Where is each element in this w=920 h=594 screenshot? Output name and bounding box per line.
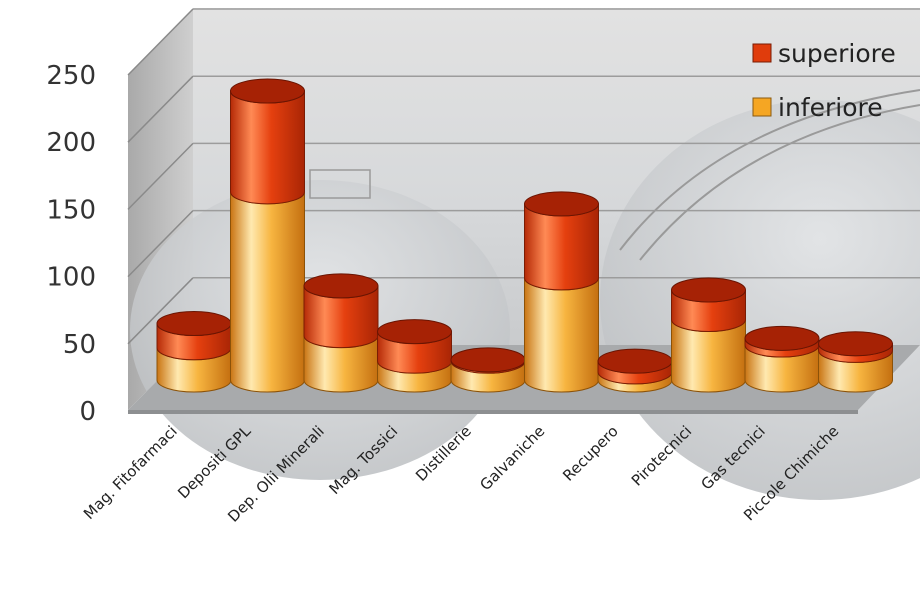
bar-segment-inferiore xyxy=(671,319,746,393)
gridline-side xyxy=(127,8,194,76)
bar-segment-superiore xyxy=(230,90,305,205)
bar-top-cap xyxy=(450,347,526,373)
bar-group xyxy=(450,347,526,393)
legend-swatch-inferiore xyxy=(752,97,772,117)
bar-group xyxy=(524,191,599,393)
legend-swatch-superiore xyxy=(752,43,772,63)
legend-label-inferiore: inferiore xyxy=(778,93,883,122)
bar-group xyxy=(671,277,746,393)
gridline-side xyxy=(127,277,194,345)
bar-group xyxy=(156,311,232,393)
bar-segment-inferiore xyxy=(230,191,305,393)
y-tick-label: 0 xyxy=(79,397,96,427)
bar-top-cap xyxy=(303,273,379,299)
bar-segment-inferiore xyxy=(156,347,232,393)
y-tick-label: 50 xyxy=(63,330,96,360)
bar-top-cap xyxy=(156,311,232,337)
x-tick-label: Galvaniche xyxy=(476,422,548,494)
bar-top-cap xyxy=(597,348,673,374)
y-tick-label: 200 xyxy=(46,128,96,158)
bar-group xyxy=(597,348,673,393)
bar-segment-superiore xyxy=(524,203,599,291)
gridline-side xyxy=(127,142,194,210)
bar-group xyxy=(303,273,379,393)
bar-top-cap xyxy=(744,325,820,351)
bars xyxy=(156,78,893,393)
y-tick-label: 100 xyxy=(46,263,96,293)
bar-top-cap xyxy=(377,319,452,345)
bar-top-cap xyxy=(230,78,305,104)
bar-group xyxy=(818,331,893,393)
floor-front-edge xyxy=(128,410,858,414)
bar-top-cap xyxy=(524,191,599,217)
gridline-side xyxy=(127,75,194,143)
bar-segment-inferiore xyxy=(303,335,379,393)
bar-segment-inferiore xyxy=(524,277,599,393)
bar-group xyxy=(377,319,452,393)
y-axis: 0 50 100 150 200 250 xyxy=(46,61,96,427)
bar-segment-superiore xyxy=(303,285,379,349)
y-tick-label: 250 xyxy=(46,61,96,91)
legend-label-superiore: superiore xyxy=(778,39,896,68)
y-tick-label: 150 xyxy=(46,195,96,225)
bar-top-cap xyxy=(671,277,746,303)
bar-top-cap xyxy=(818,331,893,357)
bar-group xyxy=(744,325,820,393)
bar-segment-inferiore xyxy=(744,344,820,393)
x-tick-label: Recupero xyxy=(559,422,622,485)
x-tick-label: Mag. Fitofarmaci xyxy=(80,422,181,523)
bar-group xyxy=(230,78,305,393)
gridline-side xyxy=(127,210,194,278)
legend: superiore inferiore xyxy=(752,39,896,122)
